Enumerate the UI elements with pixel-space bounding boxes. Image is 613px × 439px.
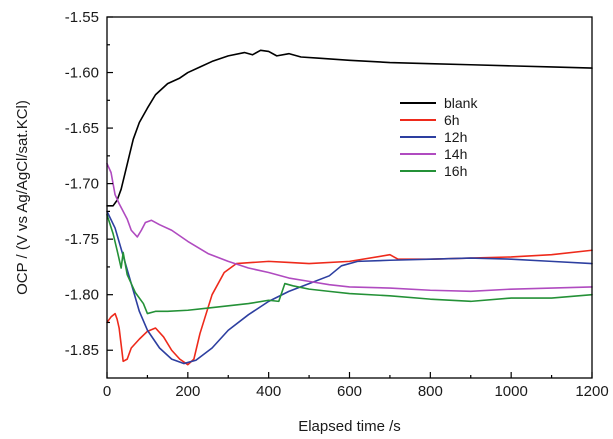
axes-layer: 0 200 400 600 800 1000 1200 -1.55 -1.60 -1.65 -1.7… [65,9,609,400]
x-tick-label: 200 [175,383,200,400]
y-tick-label: -1.85 [65,342,99,359]
series-line-6h [106,249,593,366]
legend-label-16h: 16h [444,163,467,179]
legend-label-6h: 6h [444,112,460,128]
legend-label-12h: 12h [444,129,467,145]
y-tick-label: -1.60 [65,65,99,82]
x-tick-label: 0 [103,383,111,400]
x-tick-label: 800 [418,383,443,400]
series-line-14h [106,162,593,293]
x-tick-label: 1000 [494,383,527,400]
series-line-12h [106,210,593,365]
y-tick-label: -1.80 [65,287,99,304]
x-tick-label: 600 [337,383,362,400]
y-tick-label: -1.55 [65,9,99,26]
series-layer [106,49,593,366]
x-tick-label: 1200 [575,383,608,400]
y-tick-label: -1.65 [65,120,99,137]
series-line-blank [106,49,593,207]
series-line-16h [106,213,593,315]
y-tick-label: -1.75 [65,231,99,248]
legend-label-blank: blank [444,95,478,111]
y-axis-label: OCP / (V vs Ag/AgCl/sat.KCl) [14,100,31,295]
y-tick-label: -1.70 [65,176,99,193]
x-axis-label: Elapsed time /s [298,418,401,435]
legend-label-14h: 14h [444,146,467,162]
plot-frame [106,16,593,379]
x-tick-label: 400 [256,383,281,400]
